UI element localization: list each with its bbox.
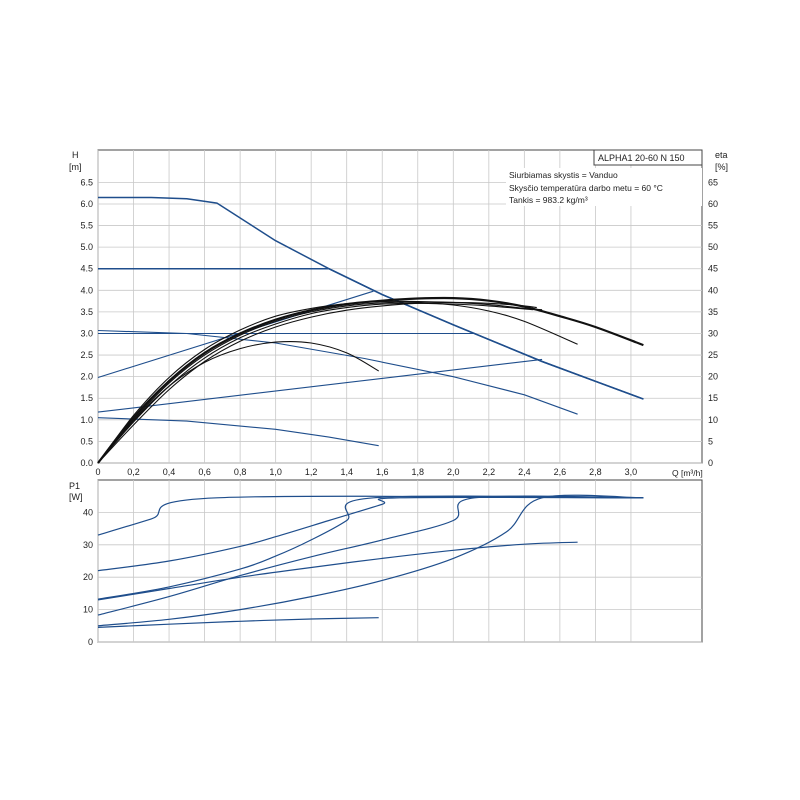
flow-tick-label: 1,4: [340, 467, 353, 477]
head-tick-label: 3.0: [80, 328, 93, 338]
power-tick-label: 40: [83, 507, 93, 517]
eta-axis-ticks: 0 5 10 15 20 25 30 35 40 45 50 55 60 65: [708, 177, 718, 468]
flow-axis-ticks: 0 0,2 0,4 0,6 0,8 1,0 1,2 1,4 1,6 1,8 2,0 2,2 2,4 2,6…: [95, 467, 637, 477]
flow-tick-label: 2,8: [589, 467, 602, 477]
head-tick-label: 4.0: [80, 285, 93, 295]
eta-tick-label: 30: [708, 328, 718, 338]
head-axis-ticks: 0.0 0.5 1.0 1.5 2.0 2.5 3.0 3.5 4.0 4.5 5.0 5.5 6.0 6…: [80, 177, 93, 468]
power-tick-label: 0: [88, 637, 93, 647]
flow-tick-label: 1,8: [412, 467, 425, 477]
info-line-density: Tankis = 983.2 kg/m³: [509, 195, 588, 205]
flow-tick-label: 1,2: [305, 467, 318, 477]
head-tick-label: 2.5: [80, 350, 93, 360]
eta-tick-label: 10: [708, 415, 718, 425]
head-curves: [97, 196, 644, 447]
flow-tick-label: 2,6: [554, 467, 567, 477]
power-tick-label: 20: [83, 572, 93, 582]
head-tick-label: 3.5: [80, 307, 93, 317]
head-tick-label: 6.0: [80, 199, 93, 209]
power-curves: [97, 494, 644, 628]
flow-tick-label: 1,0: [269, 467, 282, 477]
power-tick-label: 10: [83, 605, 93, 615]
head-axis-label-line2: [m]: [69, 162, 82, 172]
flow-tick-label: 2,4: [518, 467, 531, 477]
head-tick-label: 0.0: [80, 458, 93, 468]
eta-tick-label: 50: [708, 242, 718, 252]
power-panel-frame: [97, 479, 703, 643]
flow-tick-label: 0,8: [234, 467, 247, 477]
power-tick-label: 30: [83, 540, 93, 550]
head-tick-label: 0.5: [80, 436, 93, 446]
head-curve-2: [98, 267, 644, 400]
info-block-bg: [506, 168, 702, 206]
head-tick-label: 6.5: [80, 177, 93, 187]
eta-tick-label: 40: [708, 285, 718, 295]
power-curve-3: [97, 495, 644, 600]
head-tick-label: 5.0: [80, 242, 93, 252]
flow-tick-label: 2,0: [447, 467, 460, 477]
power-curve-7: [97, 617, 379, 628]
chart-title-box: [593, 149, 703, 166]
eta-tick-label: 65: [708, 177, 718, 187]
eta-tick-label: 60: [708, 199, 718, 209]
flow-tick-label: 0,6: [198, 467, 211, 477]
eta-tick-label: 55: [708, 221, 718, 231]
head-tick-label: 2.0: [80, 372, 93, 382]
head-tick-label: 5.5: [80, 221, 93, 231]
head-tick-label: 1.0: [80, 415, 93, 425]
chart-title: ALPHA1 20-60 N 150: [598, 153, 685, 163]
eta-tick-label: 25: [708, 350, 718, 360]
power-axis-label-line2: [W]: [69, 492, 83, 502]
efficiency-curve-6: [97, 340, 379, 464]
eta-tick-label: 20: [708, 372, 718, 382]
power-axis-label-line1: P1: [69, 481, 80, 491]
flow-axis-label: Q [m³/h]: [672, 468, 703, 478]
eta-tick-label: 15: [708, 393, 718, 403]
head-curve-7: [97, 417, 379, 447]
power-curve-2: [97, 496, 644, 572]
head-curve-4: [97, 329, 578, 415]
eta-axis-label-line1: eta: [715, 150, 728, 160]
head-axis-label-line1: H: [72, 150, 79, 160]
info-line-fluid: Siurbiamas skystis = Vanduo: [509, 170, 618, 180]
head-tick-label: 1.5: [80, 393, 93, 403]
efficiency-curve-3: [97, 301, 578, 464]
power-curve-5: [97, 541, 578, 601]
eta-axis-label-line2: [%]: [715, 162, 728, 172]
power-panel-grid: [97, 480, 702, 643]
eta-tick-label: 5: [708, 436, 713, 446]
efficiency-curves: [97, 296, 644, 464]
flow-tick-label: 2,2: [483, 467, 496, 477]
flow-tick-label: 0,2: [127, 467, 140, 477]
head-curve-6: [97, 358, 543, 413]
flow-tick-label: 0,4: [163, 467, 176, 477]
efficiency-curve-5: [97, 301, 537, 464]
eta-tick-label: 35: [708, 307, 718, 317]
power-axis-ticks: 0 10 20 30 40: [83, 507, 93, 647]
power-curve-1: [97, 495, 644, 536]
power-curve-4: [97, 495, 644, 616]
power-curve-6: [97, 494, 644, 627]
info-line-temperature: Skysčio temperatūra darbo metu = 60 °C: [509, 183, 663, 193]
eta-tick-label: 45: [708, 264, 718, 274]
eta-tick-label: 0: [708, 458, 713, 468]
flow-tick-label: 0: [95, 467, 100, 477]
efficiency-curve-2: [97, 300, 543, 464]
flow-tick-label: 1,6: [376, 467, 389, 477]
head-tick-label: 4.5: [80, 264, 93, 274]
head-curve-5: [97, 290, 374, 379]
flow-tick-label: 3,0: [625, 467, 638, 477]
